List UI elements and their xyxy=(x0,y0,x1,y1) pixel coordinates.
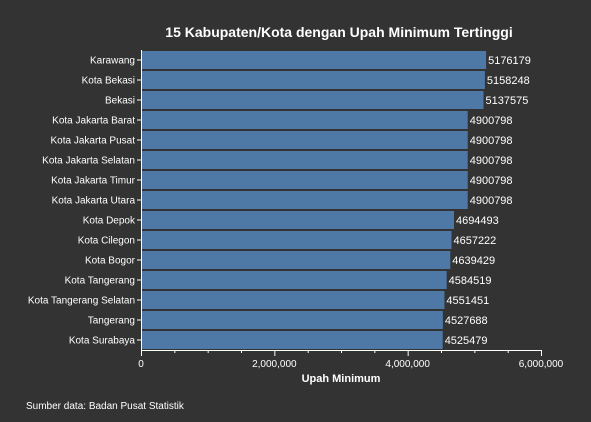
y-tick-label: Bekasi xyxy=(105,96,135,107)
bar xyxy=(141,231,452,249)
bar xyxy=(141,71,485,89)
y-tick-label: Kota Jakarta Utara xyxy=(52,196,136,207)
data-label: 4900798 xyxy=(470,195,513,207)
data-label: 5176179 xyxy=(488,55,531,67)
source-note: Sumber data: Badan Pusat Statistik xyxy=(26,401,184,412)
bar xyxy=(141,271,447,289)
bar xyxy=(141,51,487,69)
y-tick-label: Kota Jakarta Pusat xyxy=(51,136,136,147)
data-label: 4527688 xyxy=(445,315,488,327)
x-axis-title: Upah Minimum xyxy=(302,373,381,385)
x-tick-label: 4,000,000 xyxy=(385,359,430,370)
data-label: 4657222 xyxy=(453,235,496,247)
x-tick-label: 6,000,000 xyxy=(519,359,564,370)
y-tick-label: Kota Cilegon xyxy=(78,236,135,247)
data-label: 5137575 xyxy=(486,95,529,107)
bar xyxy=(141,211,454,229)
data-label: 4525479 xyxy=(445,335,488,347)
bars-group: 5176179 5158248 5137575 4900798 4900798 49007… xyxy=(141,51,531,349)
x-tick-label: 0 xyxy=(138,359,144,370)
bar xyxy=(141,151,468,169)
y-tick-label: Kota Surabaya xyxy=(69,336,136,347)
x-axis: 0 2,000,000 4,000,000 6,000,000 xyxy=(138,350,564,370)
chart-title: 15 Kabupaten/Kota dengan Upah Minimum Te… xyxy=(165,24,512,40)
bar xyxy=(141,191,468,209)
bar xyxy=(141,331,443,349)
y-tick-label: Kota Bekasi xyxy=(82,76,135,87)
bar xyxy=(141,171,468,189)
y-tick-label: Kota Bogor xyxy=(85,256,136,267)
y-tick-label: Kota Tangerang xyxy=(65,276,135,287)
data-label: 4900798 xyxy=(470,115,513,127)
y-axis: Karawang Kota Bekasi Bekasi Kota Jakarta Ba… xyxy=(28,50,142,350)
y-tick-label: Karawang xyxy=(90,56,135,67)
bar xyxy=(141,251,451,269)
data-label: 4900798 xyxy=(470,175,513,187)
data-label: 5158248 xyxy=(487,75,530,87)
y-tick-label: Kota Jakarta Barat xyxy=(52,116,135,127)
bar xyxy=(141,311,443,329)
data-label: 4694493 xyxy=(456,215,499,227)
x-tick-label: 2,000,000 xyxy=(252,359,297,370)
data-label: 4639429 xyxy=(452,255,495,267)
y-tick-label: Tangerang xyxy=(88,316,135,327)
data-label: 4900798 xyxy=(470,155,513,167)
bar xyxy=(141,111,468,129)
y-tick-label: Kota Jakarta Selatan xyxy=(42,156,135,167)
data-label: 4551451 xyxy=(446,295,489,307)
data-label: 4584519 xyxy=(449,275,492,287)
y-tick-label: Kota Jakarta Timur xyxy=(51,176,136,187)
bar xyxy=(141,131,468,149)
y-tick-label: Kota Tangerang Selatan xyxy=(28,296,135,307)
data-label: 4900798 xyxy=(470,135,513,147)
bar xyxy=(141,291,445,309)
y-tick-label: Kota Depok xyxy=(83,216,136,227)
bar xyxy=(141,91,484,109)
